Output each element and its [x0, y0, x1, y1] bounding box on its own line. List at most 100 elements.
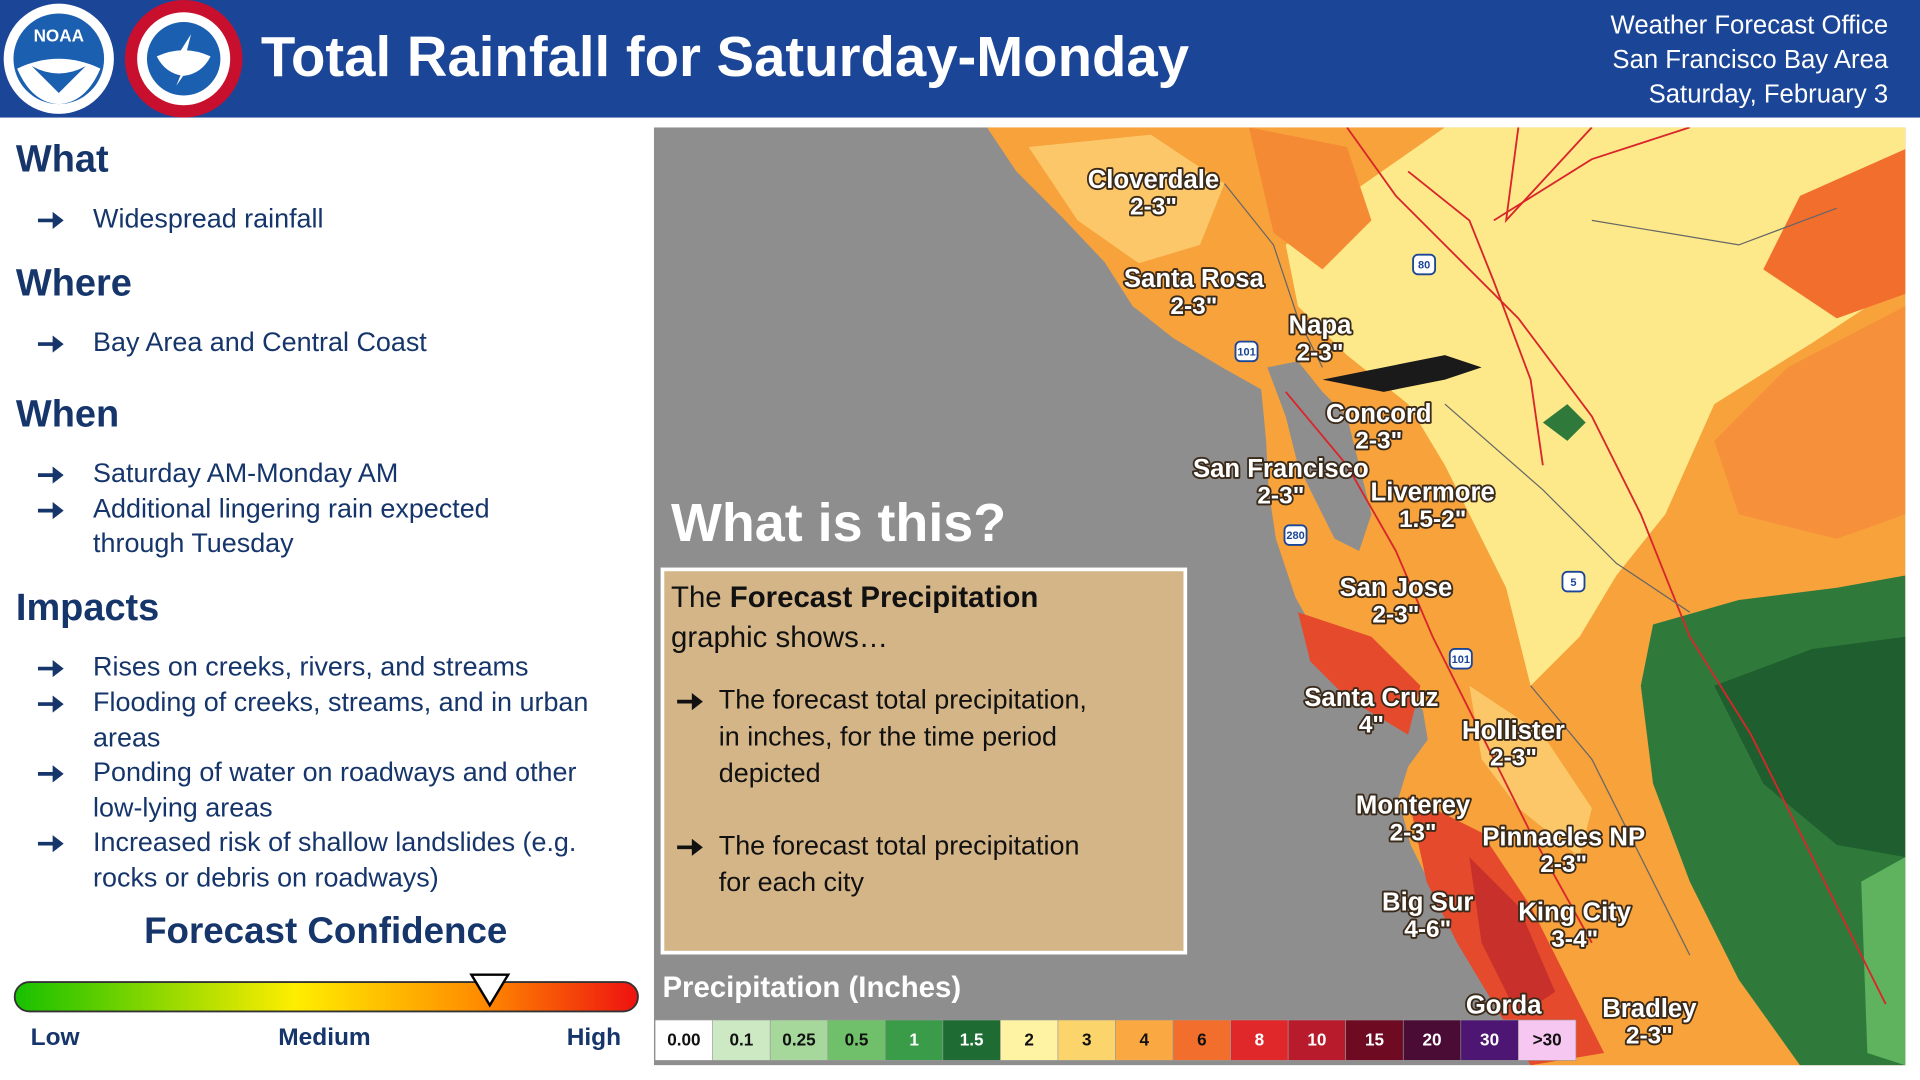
- intro-bold: Forecast Precipitation: [730, 581, 1039, 614]
- region: [1028, 134, 1225, 264]
- legend-swatch: [942, 1019, 1001, 1061]
- bullet-arrow: [677, 838, 703, 856]
- bullet-text: Increased risk of shallow landslides (e.…: [93, 827, 576, 857]
- legend-swatch: [1460, 1019, 1519, 1061]
- city-name: Big Sur: [1382, 888, 1473, 916]
- shield-label: 80: [1418, 260, 1430, 272]
- legend-swatch: [1345, 1019, 1404, 1061]
- city-name: Livermore: [1371, 478, 1495, 506]
- section-heading: What: [16, 139, 109, 181]
- legend-label: 30: [1480, 1029, 1499, 1049]
- office-line: San Francisco Bay Area: [1612, 46, 1888, 74]
- bullet-text: through Tuesday: [93, 528, 294, 558]
- box-bullet: in inches, for the time period: [719, 721, 1057, 751]
- intro-plain: The: [671, 581, 730, 614]
- legend-swatch: [1518, 1019, 1577, 1061]
- legend-label: >30: [1533, 1029, 1562, 1049]
- logo-text: NOAA: [34, 25, 84, 45]
- city-amount: 2-3": [1372, 601, 1419, 628]
- confidence-marker: [469, 973, 511, 1008]
- city-amount: 2-3": [1170, 293, 1217, 320]
- legend-label: 0.25: [782, 1029, 816, 1049]
- city-amount: 2-3": [1130, 194, 1177, 221]
- bullet-text: Saturday AM-Monday AM: [93, 458, 398, 488]
- confidence-label: Medium: [278, 1024, 370, 1051]
- legend-label: 20: [1423, 1029, 1442, 1049]
- box-intro: graphic shows…: [671, 621, 888, 654]
- legend-label: 0.5: [845, 1029, 869, 1049]
- legend-title: Precipitation (Inches): [662, 971, 961, 1004]
- bullet-arrow: [37, 765, 64, 783]
- region: [1469, 685, 1592, 858]
- city-name: Hollister: [1462, 717, 1565, 745]
- county-lines: [1224, 183, 1837, 956]
- box-intro: The Forecast Precipitation: [671, 581, 1038, 614]
- box-bullet: The forecast total precipitation,: [719, 685, 1087, 715]
- legend-swatch: [1230, 1019, 1289, 1061]
- section-heading: When: [16, 393, 119, 435]
- city-name: Cloverdale: [1088, 166, 1219, 194]
- box-bullet: depicted: [719, 758, 821, 788]
- city-amount: 2-3": [1257, 483, 1304, 510]
- box-bullet: The forecast total precipitation: [719, 830, 1080, 860]
- bullet-text: low-lying areas: [93, 792, 273, 822]
- confidence-title: Forecast Confidence: [144, 910, 507, 951]
- region: [1469, 857, 1556, 1017]
- shield-label: 101: [1237, 347, 1255, 359]
- city-amount: 4-6": [1404, 916, 1451, 943]
- confidence-label: Low: [31, 1024, 81, 1051]
- bullet-arrow: [37, 335, 64, 353]
- legend-label: 3: [1082, 1029, 1092, 1049]
- bullet-text: Additional lingering rain expected: [93, 494, 490, 524]
- bullet-text: Bay Area and Central Coast: [93, 327, 427, 357]
- legend-label: 2: [1024, 1029, 1034, 1049]
- shield: [1448, 648, 1473, 670]
- bullet-text: Flooding of creeks, streams, and in urba…: [93, 687, 588, 717]
- city-amount: 1.5-2": [1399, 506, 1466, 533]
- shield-label: 5: [1570, 577, 1576, 589]
- legend-swatch: [885, 1019, 944, 1061]
- bullet-arrow: [37, 466, 64, 484]
- bullet-text: Widespread rainfall: [93, 204, 323, 234]
- info-box: [660, 567, 1188, 955]
- nws-logo: [124, 0, 243, 118]
- header-bar: [0, 0, 1920, 118]
- bullet-arrow: [677, 693, 703, 711]
- city-amount: 2-3": [1626, 1023, 1673, 1050]
- city-name: San Jose: [1339, 574, 1452, 602]
- legend-label: 0.00: [667, 1029, 700, 1049]
- legend-swatch: [827, 1019, 886, 1061]
- shield-label: 280: [1286, 530, 1304, 542]
- city-amount: 2-3": [1540, 851, 1587, 878]
- bullet-arrow: [37, 835, 64, 853]
- legend: 0.00 0.1 0.25 0.5 1 1.5 2 3 4 6 8 10 15 20 30 >30: [654, 1019, 1577, 1061]
- shield: [1234, 340, 1259, 363]
- region: [1861, 857, 1906, 1066]
- shield: [1412, 253, 1437, 276]
- bay: [1267, 361, 1372, 552]
- briefing-text: What Widespread rainfall Where Bay Area and…: [16, 139, 588, 893]
- noaa-logo: NOAA: [3, 3, 114, 114]
- legend-label: 8: [1255, 1029, 1265, 1049]
- legend-swatch: [1000, 1019, 1059, 1061]
- office-line: Weather Forecast Office: [1611, 12, 1889, 40]
- city-name: King City: [1518, 898, 1632, 926]
- title: Total Rainfall for Saturday-Monday: [261, 25, 1190, 88]
- bullet-arrow: [37, 695, 64, 713]
- city-amount: 2-3": [1490, 745, 1537, 772]
- city-name: Santa Rosa: [1124, 265, 1265, 293]
- shield: [1283, 524, 1308, 546]
- info-box-text: The Forecast Precipitation graphic shows……: [671, 581, 1087, 898]
- city-name: Pinnacles NP: [1482, 824, 1645, 852]
- bullet-text: Ponding of water on roadways and other: [93, 757, 576, 787]
- section-heading: Where: [16, 262, 132, 304]
- confidence-label: High: [567, 1024, 621, 1051]
- legend-label: 6: [1197, 1029, 1207, 1049]
- bullet-arrow: [37, 211, 64, 229]
- delta: [1322, 355, 1482, 392]
- box-bullet: for each city: [719, 867, 865, 897]
- legend-swatch: [712, 1019, 771, 1061]
- legend-label: 10: [1307, 1029, 1326, 1049]
